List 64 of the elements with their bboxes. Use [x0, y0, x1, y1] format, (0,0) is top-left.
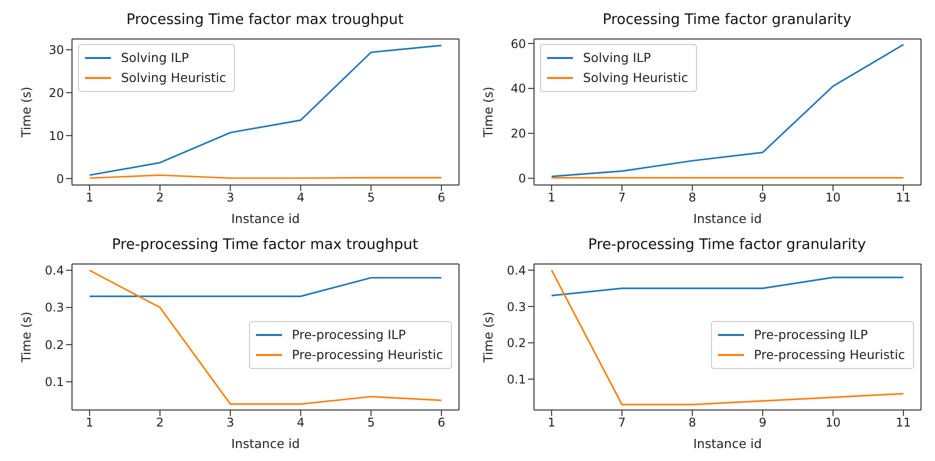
y-tick-label: 40 — [510, 82, 526, 96]
y-tick-label: 0.2 — [506, 336, 526, 350]
x-tick-label: 11 — [896, 190, 912, 205]
legend-label: Pre-processing ILP — [292, 326, 406, 344]
x-tick-label: 1 — [86, 416, 94, 430]
chart-title: Pre-processing Time factor granularity — [587, 237, 867, 253]
legend-label: Solving ILP — [121, 49, 189, 67]
chart-title: Processing Time factor granularity — [602, 12, 852, 28]
y-tick-label: 0.1 — [506, 372, 526, 386]
x-axis-title: Instance id — [231, 436, 300, 451]
y-tick-label: 0.4 — [44, 264, 64, 278]
x-tick-label: 1 — [548, 416, 556, 430]
x-axis-title: Instance id — [231, 211, 300, 226]
x-tick-label: 2 — [156, 416, 164, 430]
line-series — [88, 44, 442, 176]
x-tick-label: 7 — [618, 416, 626, 430]
x-tick-label: 10 — [825, 416, 841, 430]
line-series — [550, 269, 904, 406]
x-axis-title: Instance id — [693, 211, 762, 226]
y-tick-label: 0 — [56, 172, 64, 186]
y-tick-label: 0.4 — [506, 263, 526, 278]
y-axis-title: Time (s) — [480, 312, 496, 364]
x-tick-label: 9 — [758, 416, 766, 430]
legend-label: Pre-processing Heuristic — [292, 346, 443, 364]
y-axis-title: Time (s) — [480, 86, 496, 138]
x-tick-label: 5 — [367, 416, 375, 430]
legend-label: Solving ILP — [583, 49, 651, 67]
legend-label: Solving Heuristic — [121, 69, 226, 87]
x-tick-label: 5 — [367, 190, 375, 205]
line-series — [88, 270, 442, 405]
x-tick-label: 6 — [438, 190, 446, 205]
x-tick-label: 1 — [86, 190, 94, 205]
x-tick-label: 11 — [896, 416, 912, 430]
x-tick-label: 9 — [758, 190, 766, 205]
chart-title: Pre-processing Time factor max troughput — [110, 237, 420, 253]
legend-label: Pre-processing ILP — [754, 326, 868, 344]
y-axis-title: Time (s) — [18, 312, 34, 364]
x-tick-label: 2 — [156, 190, 164, 205]
y-tick-label: 0 — [518, 172, 526, 186]
y-tick-label: 60 — [510, 36, 526, 51]
x-tick-label: 8 — [688, 190, 696, 205]
x-tick-label: 4 — [296, 190, 304, 205]
x-tick-label: 6 — [438, 416, 446, 430]
x-tick-label: 8 — [688, 416, 696, 430]
x-tick-label: 4 — [296, 416, 304, 430]
x-tick-label: 3 — [226, 416, 234, 430]
line-series — [550, 44, 904, 178]
y-tick-label: 10 — [48, 128, 64, 143]
y-tick-label: 30 — [48, 42, 64, 57]
x-tick-label: 7 — [618, 190, 626, 205]
y-axis-title: Time (s) — [18, 86, 34, 138]
legend-label: Solving Heuristic — [583, 69, 688, 87]
y-tick-label: 0.2 — [44, 338, 64, 352]
x-tick-label: 1 — [548, 190, 556, 205]
y-tick-label: 20 — [510, 126, 526, 141]
x-tick-label: 3 — [226, 190, 234, 205]
chart-title: Processing Time factor max troughput — [125, 12, 405, 28]
y-tick-label: 0.3 — [506, 300, 526, 314]
legend-label: Pre-processing Heuristic — [754, 346, 905, 364]
x-tick-label: 10 — [825, 190, 841, 205]
y-tick-label: 0.3 — [44, 300, 64, 315]
y-tick-label: 0.1 — [44, 375, 64, 390]
x-axis-title: Instance id — [693, 436, 762, 451]
y-tick-label: 20 — [48, 86, 64, 100]
